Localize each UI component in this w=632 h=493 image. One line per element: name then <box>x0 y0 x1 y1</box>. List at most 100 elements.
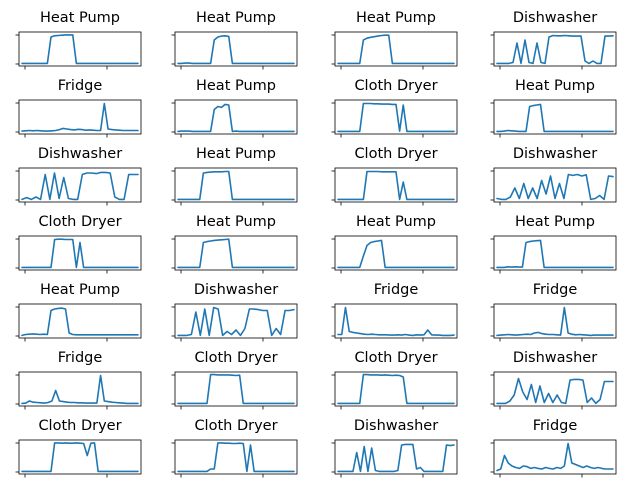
chart-panel: Dishwasher <box>490 350 617 410</box>
chart-panel: Heat Pump <box>331 10 458 70</box>
axes-frame <box>334 439 458 475</box>
axes-frame <box>174 99 298 135</box>
axes-frame <box>493 167 617 203</box>
chart-panel: Fridge <box>15 78 142 138</box>
series-line <box>21 34 139 65</box>
series-line <box>177 306 295 337</box>
panel-title: Fridge <box>533 418 578 434</box>
chart-panel: Heat Pump <box>171 10 298 70</box>
axes-frame <box>334 167 458 203</box>
panel-title: Cloth Dryer <box>194 350 277 366</box>
panel-title: Dishwasher <box>194 282 278 298</box>
panel-title: Dishwasher <box>513 10 597 26</box>
axes-frame <box>174 303 298 339</box>
panel-title: Fridge <box>58 350 103 366</box>
series-line <box>337 102 455 133</box>
chart-panel: Fridge <box>490 418 617 478</box>
panel-title: Fridge <box>533 282 578 298</box>
series-line <box>21 307 139 337</box>
axes-frame <box>18 31 142 67</box>
panel-title: Heat Pump <box>356 10 436 26</box>
series-line <box>177 170 295 201</box>
series-line <box>496 377 614 405</box>
panel-title: Heat Pump <box>356 214 436 230</box>
chart-panel: Heat Pump <box>15 282 142 342</box>
panel-title: Heat Pump <box>515 78 595 94</box>
panel-title: Dishwasher <box>38 146 122 162</box>
chart-panel: Heat Pump <box>171 214 298 274</box>
series-line <box>337 443 455 473</box>
axes-frame <box>174 31 298 67</box>
chart-panel: Dishwasher <box>171 282 298 342</box>
panel-title: Heat Pump <box>515 214 595 230</box>
axes-frame <box>18 303 142 339</box>
chart-panel: Cloth Dryer <box>171 350 298 410</box>
axes-frame <box>174 439 298 475</box>
chart-panel: Dishwasher <box>490 146 617 206</box>
panel-title: Dishwasher <box>513 350 597 366</box>
panel-title: Heat Pump <box>196 10 276 26</box>
series-line <box>21 442 139 473</box>
chart-panel: Cloth Dryer <box>15 418 142 478</box>
axes-frame <box>334 31 458 67</box>
series-line <box>337 239 455 269</box>
panel-title: Cloth Dryer <box>194 418 277 434</box>
chart-panel: Dishwasher <box>15 146 142 206</box>
series-line <box>21 171 139 201</box>
chart-panel: Cloth Dryer <box>331 78 458 138</box>
series-line <box>496 239 614 269</box>
panel-title: Heat Pump <box>196 146 276 162</box>
axes-frame <box>334 371 458 407</box>
chart-panel: Heat Pump <box>331 214 458 274</box>
panel-title: Cloth Dryer <box>38 214 121 230</box>
axes-frame <box>18 439 142 475</box>
chart-panel: Fridge <box>331 282 458 342</box>
panel-title: Cloth Dryer <box>38 418 121 434</box>
series-line <box>21 238 139 269</box>
panel-title: Heat Pump <box>40 282 120 298</box>
axes-frame <box>493 235 617 271</box>
axes-frame <box>493 31 617 67</box>
series-line <box>496 442 614 472</box>
chart-panel: Heat Pump <box>171 146 298 206</box>
panel-title: Fridge <box>58 78 103 94</box>
series-line <box>21 374 139 405</box>
chart-panel: Heat Pump <box>15 10 142 70</box>
axes-frame <box>493 303 617 339</box>
axes-frame <box>174 235 298 271</box>
chart-panel: Cloth Dryer <box>331 350 458 410</box>
chart-panel: Cloth Dryer <box>15 214 142 274</box>
axes-frame <box>18 371 142 407</box>
panel-title: Cloth Dryer <box>354 78 437 94</box>
series-line <box>337 306 455 337</box>
panel-title: Cloth Dryer <box>354 350 437 366</box>
chart-panel: Heat Pump <box>171 78 298 138</box>
series-line <box>496 306 614 337</box>
panel-title: Cloth Dryer <box>354 146 437 162</box>
axes-frame <box>174 167 298 203</box>
chart-panel: Cloth Dryer <box>171 418 298 478</box>
series-line <box>337 34 455 65</box>
series-line <box>337 170 455 201</box>
series-line <box>177 442 295 473</box>
chart-panel: Fridge <box>490 282 617 342</box>
series-line <box>177 34 295 65</box>
series-line <box>21 102 139 132</box>
series-line <box>337 373 455 405</box>
series-line <box>496 173 614 201</box>
axes-frame <box>334 303 458 339</box>
chart-panel: Dishwasher <box>331 418 458 478</box>
series-line <box>177 238 295 269</box>
axes-frame <box>174 371 298 407</box>
axes-frame <box>18 167 142 203</box>
axes-frame <box>493 99 617 135</box>
panel-title: Heat Pump <box>196 78 276 94</box>
axes-frame <box>18 235 142 271</box>
axes-frame <box>493 371 617 407</box>
chart-panel: Cloth Dryer <box>331 146 458 206</box>
series-line <box>177 103 295 133</box>
panel-title: Heat Pump <box>196 214 276 230</box>
chart-panel: Fridge <box>15 350 142 410</box>
panel-title: Heat Pump <box>40 10 120 26</box>
